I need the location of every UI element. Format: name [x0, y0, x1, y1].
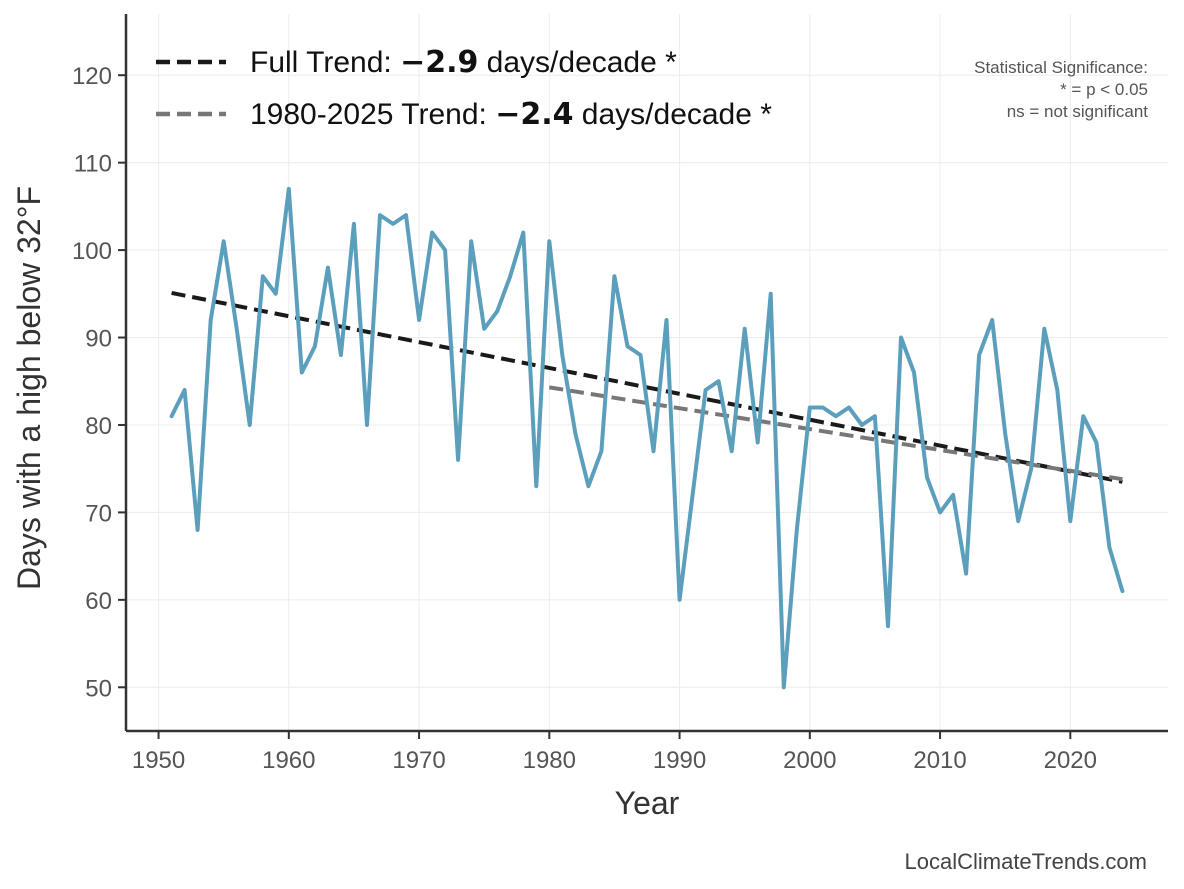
significance-note: Statistical Significance: * = p < 0.05 ns … [974, 58, 1148, 121]
legend: Full Trend: −2.9 days/decade *1980-2025 … [156, 45, 772, 132]
x-axis-label: Year [615, 785, 680, 821]
legend-label-suffix: days/decade * [573, 98, 772, 131]
y-tick-label-90: 90 [85, 326, 112, 353]
y-axis-label: Days with a high below 32°F [11, 186, 47, 590]
x-tick-label-2020: 2020 [1044, 747, 1097, 774]
x-tick-label-1990: 1990 [653, 747, 706, 774]
axes [124, 14, 1168, 733]
x-axis-ticks: 1950 1960 1970 1980 1990 2000 2010 2020 [132, 731, 1097, 774]
series-line-days-below-32f [169, 186, 1125, 690]
y-tick-label-60: 60 [85, 588, 112, 615]
x-tick-label-1960: 1960 [262, 747, 315, 774]
legend-trend-value: −2.9 [400, 45, 478, 80]
y-tick-label-70: 70 [85, 500, 112, 527]
legend-label-prefix: 1980-2025 Trend: [250, 98, 495, 131]
y-axis-ticks: 50 60 70 80 90 100 110 120 [72, 63, 126, 702]
significance-line-3: ns = not significant [1007, 102, 1149, 121]
y-tick-label-50: 50 [85, 675, 112, 702]
legend-label-suffix: days/decade * [478, 46, 677, 79]
x-tick-label-2000: 2000 [783, 747, 836, 774]
credit-text: LocalClimateTrends.com [905, 849, 1148, 874]
y-tick-label-100: 100 [72, 238, 112, 265]
legend-label-prefix: Full Trend: [250, 46, 400, 79]
x-tick-label-1970: 1970 [392, 747, 445, 774]
y-tick-label-120: 120 [72, 63, 112, 90]
x-tick-label-1980: 1980 [523, 747, 576, 774]
significance-line-2: * = p < 0.05 [1060, 80, 1148, 99]
y-tick-label-110: 110 [74, 151, 112, 178]
legend-trend-value: −2.4 [495, 97, 573, 132]
trend-line-1 [171, 290, 1123, 484]
legend-entry-2: 1980-2025 Trend: −2.4 days/decade * [250, 97, 772, 132]
y-tick-label-80: 80 [85, 413, 112, 440]
trend-lines [171, 290, 1123, 484]
x-tick-label-1950: 1950 [132, 747, 185, 774]
x-tick-label-2010: 2010 [913, 747, 966, 774]
trend-line-2 [548, 385, 1123, 482]
significance-line-1: Statistical Significance: [974, 58, 1148, 77]
legend-entry-1: Full Trend: −2.9 days/decade * [250, 45, 677, 80]
